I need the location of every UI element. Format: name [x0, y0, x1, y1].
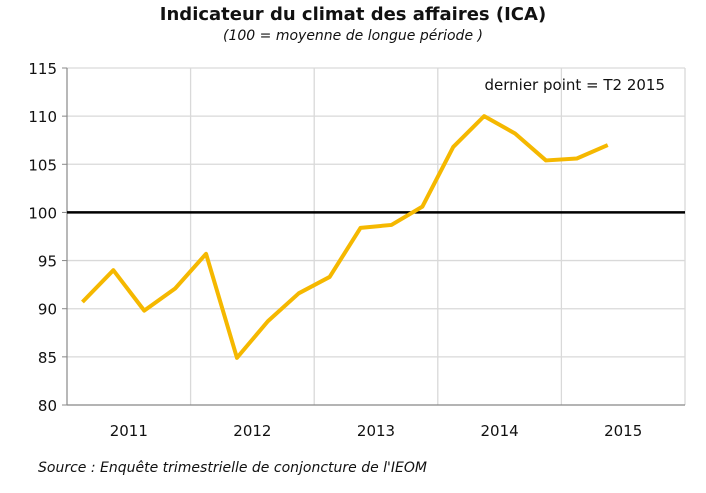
chart-title: Indicateur du climat des affaires (ICA)	[159, 4, 547, 25]
chart-source: Source : Enquête trimestrielle de conjon…	[38, 460, 427, 476]
y-tick-label: 105	[28, 156, 57, 174]
y-tick-label: 85	[38, 349, 57, 367]
last-point-annotation: dernier point = T2 2015	[485, 76, 666, 94]
y-tick-label: 90	[38, 301, 57, 319]
series-line	[81, 114, 609, 360]
y-tick-label: 95	[38, 253, 57, 271]
y-tick-label: 110	[28, 108, 57, 126]
x-tick-label: 2015	[604, 422, 642, 440]
y-tick-label: 115	[28, 60, 57, 78]
chart-subtitle: (100 = moyenne de longue période )	[223, 28, 483, 44]
y-tick-label: 100	[28, 204, 57, 222]
x-tick-label: 2014	[481, 422, 519, 440]
y-tick-label: 80	[38, 397, 57, 415]
x-tick-label: 2012	[233, 422, 271, 440]
x-tick-label: 2013	[357, 422, 395, 440]
x-tick-label: 2011	[110, 422, 148, 440]
